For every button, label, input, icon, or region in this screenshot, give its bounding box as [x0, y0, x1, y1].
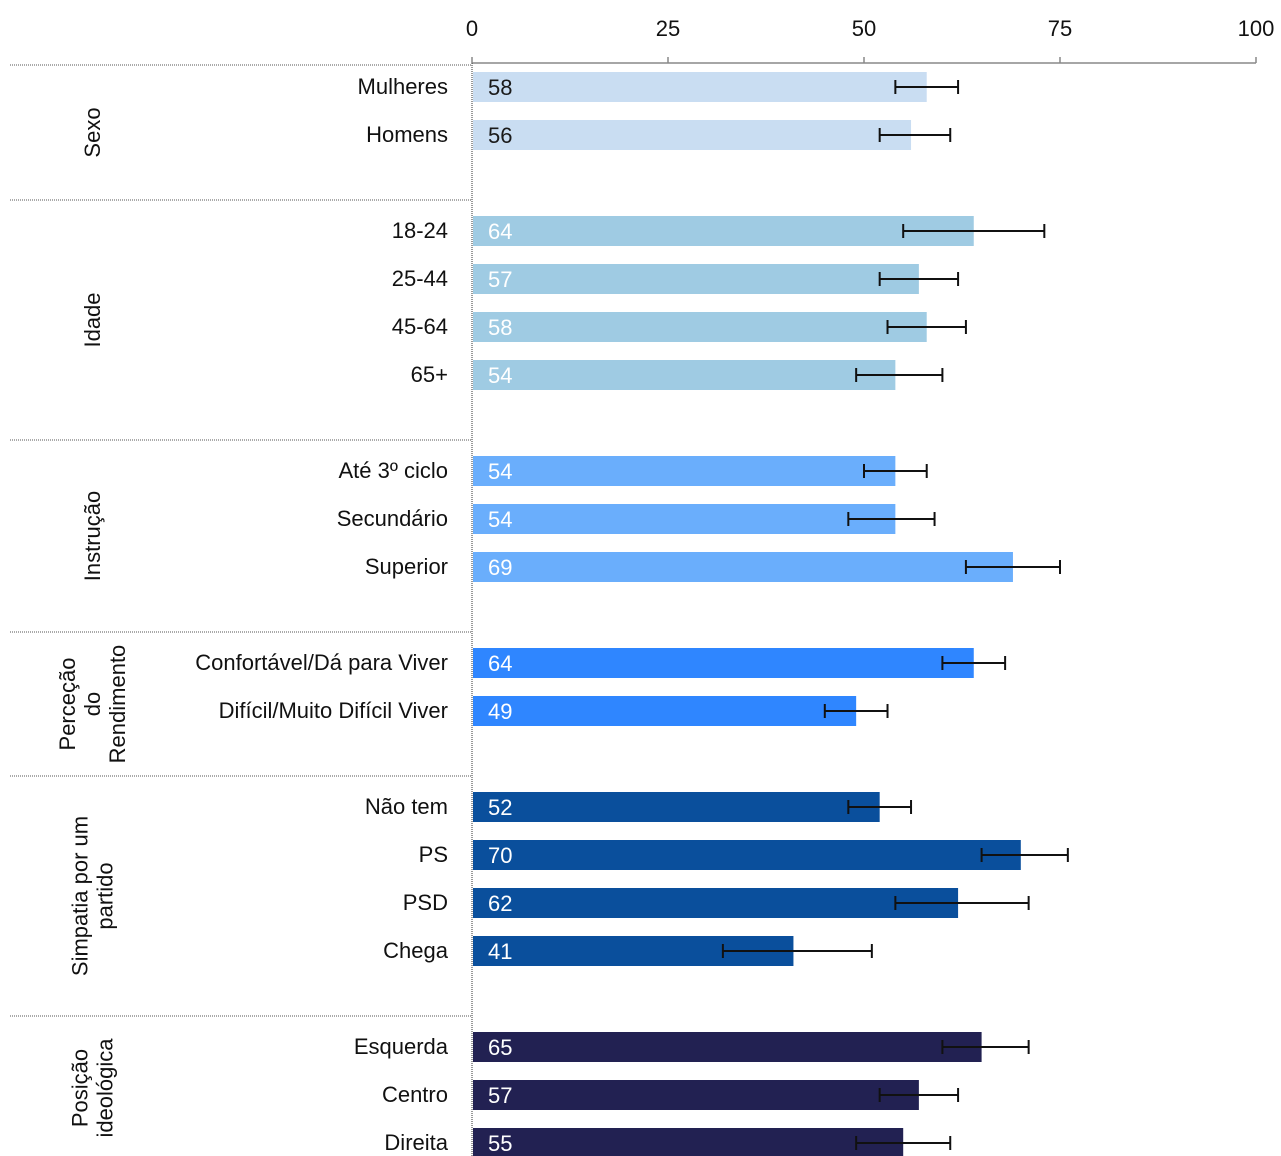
x-tick-label: 50 — [852, 16, 876, 41]
bar — [473, 1128, 904, 1156]
bar — [473, 312, 927, 342]
group-label: Posição — [68, 1049, 93, 1127]
group-label: ideológica — [93, 1038, 118, 1138]
bar-value-label: 58 — [488, 315, 512, 340]
x-tick-label: 0 — [466, 16, 478, 41]
category-label: PSD — [403, 890, 448, 915]
bar — [473, 1080, 919, 1110]
bar-value-label: 69 — [488, 555, 512, 580]
category-label: Chega — [383, 938, 449, 963]
group-label: Rendimento — [105, 645, 130, 764]
bar-value-label: 41 — [488, 939, 512, 964]
bar — [473, 552, 1013, 582]
bar-value-label: 57 — [488, 267, 512, 292]
category-label: Homens — [366, 122, 448, 147]
bar — [473, 648, 974, 678]
bar-value-label: 70 — [488, 843, 512, 868]
bar-value-label: 57 — [488, 1083, 512, 1108]
category-label: Difícil/Muito Difícil Viver — [219, 698, 448, 723]
category-label: Centro — [382, 1082, 448, 1107]
category-label: Não tem — [365, 794, 448, 819]
category-label: Até 3º ciclo — [338, 458, 448, 483]
group-label: Simpatia por um — [68, 816, 93, 976]
bar-value-label: 62 — [488, 891, 512, 916]
bar — [473, 264, 919, 294]
category-label: 18-24 — [392, 218, 448, 243]
group-label: do — [80, 692, 105, 716]
category-label: Mulheres — [358, 74, 448, 99]
bar-value-label: 54 — [488, 459, 512, 484]
bar-value-label: 52 — [488, 795, 512, 820]
category-label: Confortável/Dá para Viver — [195, 650, 448, 675]
x-tick-label: 25 — [656, 16, 680, 41]
bar-value-label: 54 — [488, 363, 512, 388]
bar — [473, 72, 927, 102]
bar — [473, 216, 974, 246]
category-label: Secundário — [337, 506, 448, 531]
bar — [473, 840, 1021, 870]
group-label: Idade — [80, 292, 105, 347]
group-label: Sexo — [80, 107, 105, 157]
bar — [473, 504, 896, 534]
x-tick-label: 75 — [1048, 16, 1072, 41]
bar — [473, 120, 912, 150]
bar — [473, 696, 857, 726]
category-label: Direita — [384, 1130, 448, 1155]
bar — [473, 792, 880, 822]
group-label: Instrução — [80, 491, 105, 582]
bar-value-label: 58 — [488, 75, 512, 100]
category-label: PS — [419, 842, 448, 867]
category-label: 45-64 — [392, 314, 448, 339]
bar-value-label: 64 — [488, 651, 512, 676]
bar-value-label: 49 — [488, 699, 512, 724]
x-tick-label: 100 — [1238, 16, 1275, 41]
bar-value-label: 64 — [488, 219, 512, 244]
bar-value-label: 56 — [488, 123, 512, 148]
category-label: 65+ — [411, 362, 448, 387]
group-label: Perceção — [55, 658, 80, 751]
bar-value-label: 55 — [488, 1131, 512, 1156]
category-label: 25-44 — [392, 266, 448, 291]
bar-value-label: 54 — [488, 507, 512, 532]
bar-value-label: 65 — [488, 1035, 512, 1060]
group-label: partido — [93, 862, 118, 929]
bar — [473, 888, 959, 918]
bar — [473, 456, 896, 486]
bar — [473, 360, 896, 390]
category-label: Superior — [365, 554, 448, 579]
bar — [473, 1032, 982, 1062]
category-label: Esquerda — [354, 1034, 449, 1059]
